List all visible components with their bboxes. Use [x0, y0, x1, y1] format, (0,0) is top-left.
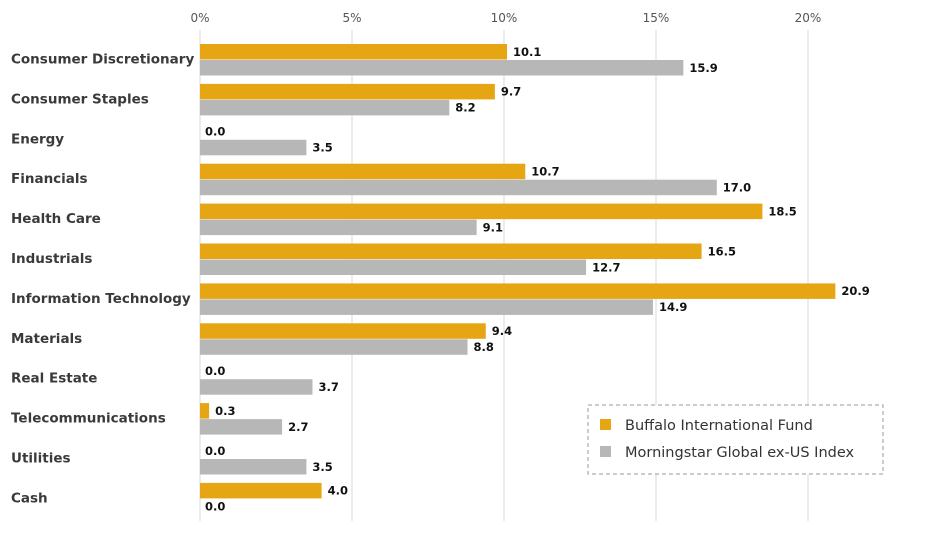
index-value-label: 3.5: [312, 460, 332, 474]
legend-label-index: Morningstar Global ex-US Index: [625, 445, 855, 461]
index-bar: [200, 379, 313, 395]
index-value-label: 14.9: [659, 300, 687, 314]
index-value-label: 8.8: [474, 340, 494, 354]
fund-bar: [200, 283, 836, 299]
index-value-label: 15.9: [689, 61, 717, 75]
category-label: Health Care: [11, 211, 101, 227]
data-labels: 10.1 15.9 9.7 8.2 0.0 3.5 10.7 17.0 18.5 9.1 16.5 1…: [205, 45, 870, 514]
x-tick-label: 10%: [491, 11, 518, 25]
bars: [200, 44, 836, 499]
fund-bar: [200, 83, 495, 100]
category-label: Utilities: [11, 451, 71, 467]
index-value-label: 9.1: [483, 220, 503, 234]
fund-value-label: 0.0: [205, 125, 225, 139]
fund-bar: [200, 323, 486, 339]
index-bar: [200, 419, 283, 435]
legend: Buffalo International Fund Morningstar Gl…: [587, 404, 884, 475]
index-value-label: 0.0: [205, 500, 225, 514]
index-bar: [200, 139, 307, 156]
legend-swatch-fund: [600, 419, 611, 430]
index-value-label: 3.7: [318, 380, 338, 394]
fund-value-label: 0.3: [215, 404, 235, 418]
fund-value-label: 9.4: [492, 324, 512, 338]
fund-value-label: 18.5: [768, 204, 796, 218]
index-value-label: 12.7: [592, 260, 620, 274]
fund-value-label: 10.7: [531, 164, 559, 178]
fund-value-label: 10.1: [513, 45, 541, 59]
fund-value-label: 0.0: [205, 444, 225, 458]
index-value-label: 2.7: [288, 420, 308, 434]
category-label: Information Technology: [11, 291, 191, 307]
index-bar: [200, 299, 653, 315]
index-bar: [200, 339, 468, 355]
x-tick-label: 20%: [795, 11, 822, 25]
fund-bar: [200, 243, 702, 259]
category-label: Consumer Discretionary: [11, 52, 194, 68]
fund-value-label: 16.5: [708, 244, 736, 258]
category-label: Real Estate: [11, 371, 97, 387]
x-tick-label: 5%: [342, 11, 361, 25]
index-bar: [200, 179, 717, 196]
index-bar: [200, 99, 450, 116]
legend-box: [587, 404, 884, 475]
x-tick-label: 0%: [190, 11, 209, 25]
category-label: Industrials: [11, 251, 92, 267]
index-bar: [200, 459, 307, 475]
legend-swatch-index: [600, 446, 611, 457]
index-value-label: 17.0: [723, 180, 751, 194]
index-bar: [200, 219, 477, 236]
category-labels: Consumer Discretionary Consumer Staples En…: [11, 52, 194, 507]
fund-bar: [200, 163, 526, 180]
fund-bar: [200, 203, 763, 220]
fund-value-label: 0.0: [205, 364, 225, 378]
category-label: Financials: [11, 171, 88, 187]
index-value-label: 3.5: [312, 141, 332, 155]
legend-label-fund: Buffalo International Fund: [625, 418, 813, 434]
category-label: Consumer Staples: [11, 91, 149, 107]
category-label: Telecommunications: [11, 411, 166, 427]
x-tick-label: 15%: [643, 11, 670, 25]
fund-value-label: 20.9: [841, 284, 869, 298]
fund-bar: [200, 44, 508, 60]
index-value-label: 8.2: [455, 101, 475, 115]
category-label: Materials: [11, 331, 82, 347]
index-bar: [200, 259, 587, 275]
fund-value-label: 4.0: [328, 484, 348, 498]
fund-bar: [200, 403, 210, 419]
index-bar: [200, 60, 684, 76]
x-axis-ticks: 0% 5% 10% 15% 20%: [190, 11, 821, 25]
category-label: Cash: [11, 490, 48, 506]
fund-bar: [200, 482, 322, 499]
category-label: Energy: [11, 131, 64, 147]
fund-value-label: 9.7: [501, 85, 521, 99]
